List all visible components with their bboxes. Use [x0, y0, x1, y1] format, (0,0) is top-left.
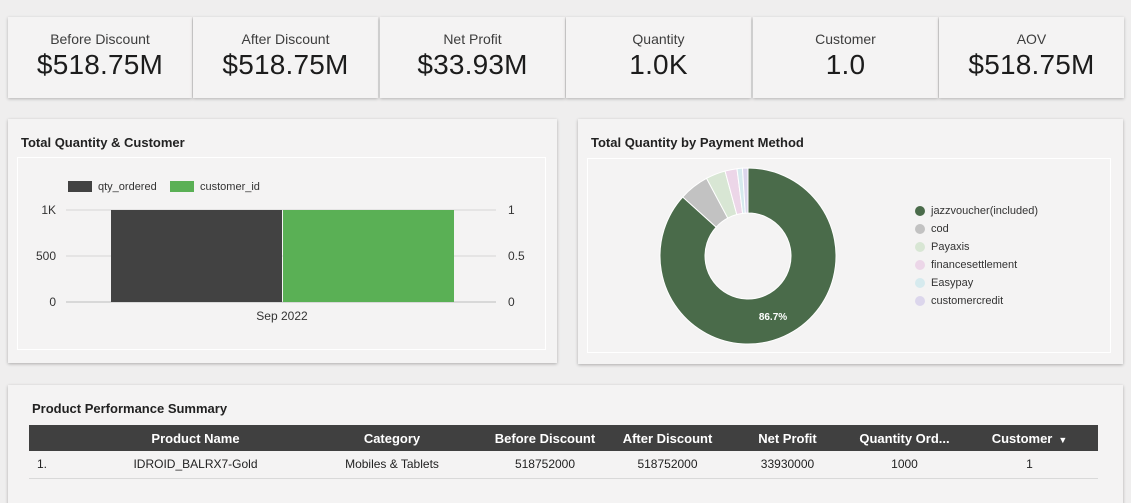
legend-dot-icon	[915, 206, 925, 216]
column-header-product-name[interactable]: Product Name	[89, 425, 302, 451]
column-header-customer-label: Customer	[991, 430, 1053, 446]
legend-label: Payaxis	[931, 241, 970, 253]
kpi-card-aov[interactable]: AOV $518.75M	[939, 17, 1124, 98]
bar-chart-panel[interactable]: Total Quantity & Customer qty_ordered cu…	[8, 119, 557, 363]
legend-swatch-qty-ordered	[68, 181, 92, 192]
kpi-value: $33.93M	[417, 49, 528, 80]
kpi-value: $518.75M	[968, 49, 1095, 80]
bar-customer-id[interactable]	[283, 210, 454, 302]
column-header-net-profit[interactable]: Net Profit	[727, 425, 848, 451]
x-tick-label: Sep 2022	[256, 309, 308, 323]
legend-label: jazzvoucher(included)	[931, 205, 1038, 217]
kpi-value: 1.0	[825, 49, 866, 80]
column-header-quantity-ordered[interactable]: Quantity Ord...	[848, 425, 961, 451]
cell-category: Mobiles & Tablets	[302, 451, 482, 479]
legend-dot-icon	[915, 242, 925, 252]
column-header-after-discount[interactable]: After Discount	[608, 425, 727, 451]
donut-slice-jazzvoucher-included-[interactable]	[659, 167, 837, 345]
kpi-value: $518.75M	[222, 49, 349, 80]
kpi-label: After Discount	[241, 31, 330, 47]
kpi-card-customer[interactable]: Customer 1.0	[753, 17, 938, 98]
kpi-label: Quantity	[632, 31, 685, 47]
donut-chart: 86.7%	[659, 167, 837, 345]
column-header-index	[29, 425, 89, 451]
legend-item-payaxis[interactable]: Payaxis	[915, 241, 970, 253]
bar-chart: qty_ordered customer_id 1K 500 0 1 0.5 0…	[36, 181, 525, 323]
table-title: Product Performance Summary	[32, 401, 228, 416]
legend-item-customercredit[interactable]: customercredit	[915, 295, 1003, 307]
donut-chart-title: Total Quantity by Payment Method	[591, 135, 804, 150]
legend-dot-icon	[915, 260, 925, 270]
y-right-tick: 0.5	[508, 249, 525, 263]
y-right-tick: 0	[508, 295, 515, 309]
legend-label: Easypay	[931, 277, 974, 289]
kpi-label: Before Discount	[50, 31, 150, 47]
cell-before-discount: 518752000	[482, 451, 608, 479]
legend-label: customercredit	[931, 295, 1004, 307]
kpi-label: Customer	[815, 31, 876, 47]
cell-customer: 1	[961, 451, 1098, 479]
cell-product-name: IDROID_BALRX7-Gold	[89, 451, 302, 479]
sort-desc-icon[interactable]: ▼	[1058, 434, 1068, 445]
y-left-tick: 500	[36, 249, 56, 263]
legend-dot-icon	[915, 296, 925, 306]
donut-slice-customercredit[interactable]	[741, 167, 749, 214]
product-performance-table: Product Name Category Before Discount Af…	[29, 425, 1098, 479]
y-right-tick: 1	[508, 203, 515, 217]
kpi-label: Net Profit	[443, 31, 502, 47]
legend-label: cod	[931, 223, 949, 235]
cell-index: 1.	[29, 451, 89, 479]
legend-item-easypay[interactable]: Easypay	[915, 277, 973, 289]
cell-net-profit: 33930000	[727, 451, 848, 479]
kpi-card-before-discount[interactable]: Before Discount $518.75M	[8, 17, 192, 98]
legend-label: financesettlement	[931, 259, 1018, 271]
column-header-category[interactable]: Category	[302, 425, 482, 451]
bar-qty-ordered[interactable]	[111, 210, 282, 302]
donut-slice-label: 86.7%	[759, 312, 787, 323]
y-left-tick: 1K	[41, 203, 56, 217]
cell-quantity-ordered: 1000	[848, 451, 961, 479]
column-header-before-discount[interactable]: Before Discount	[482, 425, 608, 451]
donut-chart-panel[interactable]: Total Quantity by Payment Method 86.7% j…	[578, 119, 1123, 364]
kpi-card-after-discount[interactable]: After Discount $518.75M	[193, 17, 378, 98]
kpi-value: 1.0K	[629, 49, 688, 80]
kpi-value: $518.75M	[36, 49, 164, 80]
legend-item-financesettlement[interactable]: financesettlement	[915, 259, 1017, 271]
kpi-label: AOV	[1016, 31, 1047, 47]
table-row[interactable]: 1. IDROID_BALRX7-Gold Mobiles & Tablets …	[29, 451, 1098, 479]
cell-after-discount: 518752000	[608, 451, 727, 479]
column-header-customer[interactable]: Customer ▼	[961, 425, 1098, 451]
table-header-row: Product Name Category Before Discount Af…	[29, 425, 1098, 451]
legend-swatch-customer-id	[170, 181, 194, 192]
bar-chart-title: Total Quantity & Customer	[21, 135, 185, 150]
y-left-tick: 0	[49, 295, 56, 309]
legend-dot-icon	[915, 224, 925, 234]
legend-item-cod[interactable]: cod	[915, 223, 949, 235]
kpi-card-quantity[interactable]: Quantity 1.0K	[566, 17, 751, 98]
legend-label-customer-id: customer_id	[200, 181, 260, 193]
legend-label-qty-ordered: qty_ordered	[98, 181, 157, 193]
legend-item-jazzvoucher[interactable]: jazzvoucher(included)	[915, 205, 1038, 217]
kpi-card-net-profit[interactable]: Net Profit $33.93M	[380, 17, 565, 98]
legend-dot-icon	[915, 278, 925, 288]
